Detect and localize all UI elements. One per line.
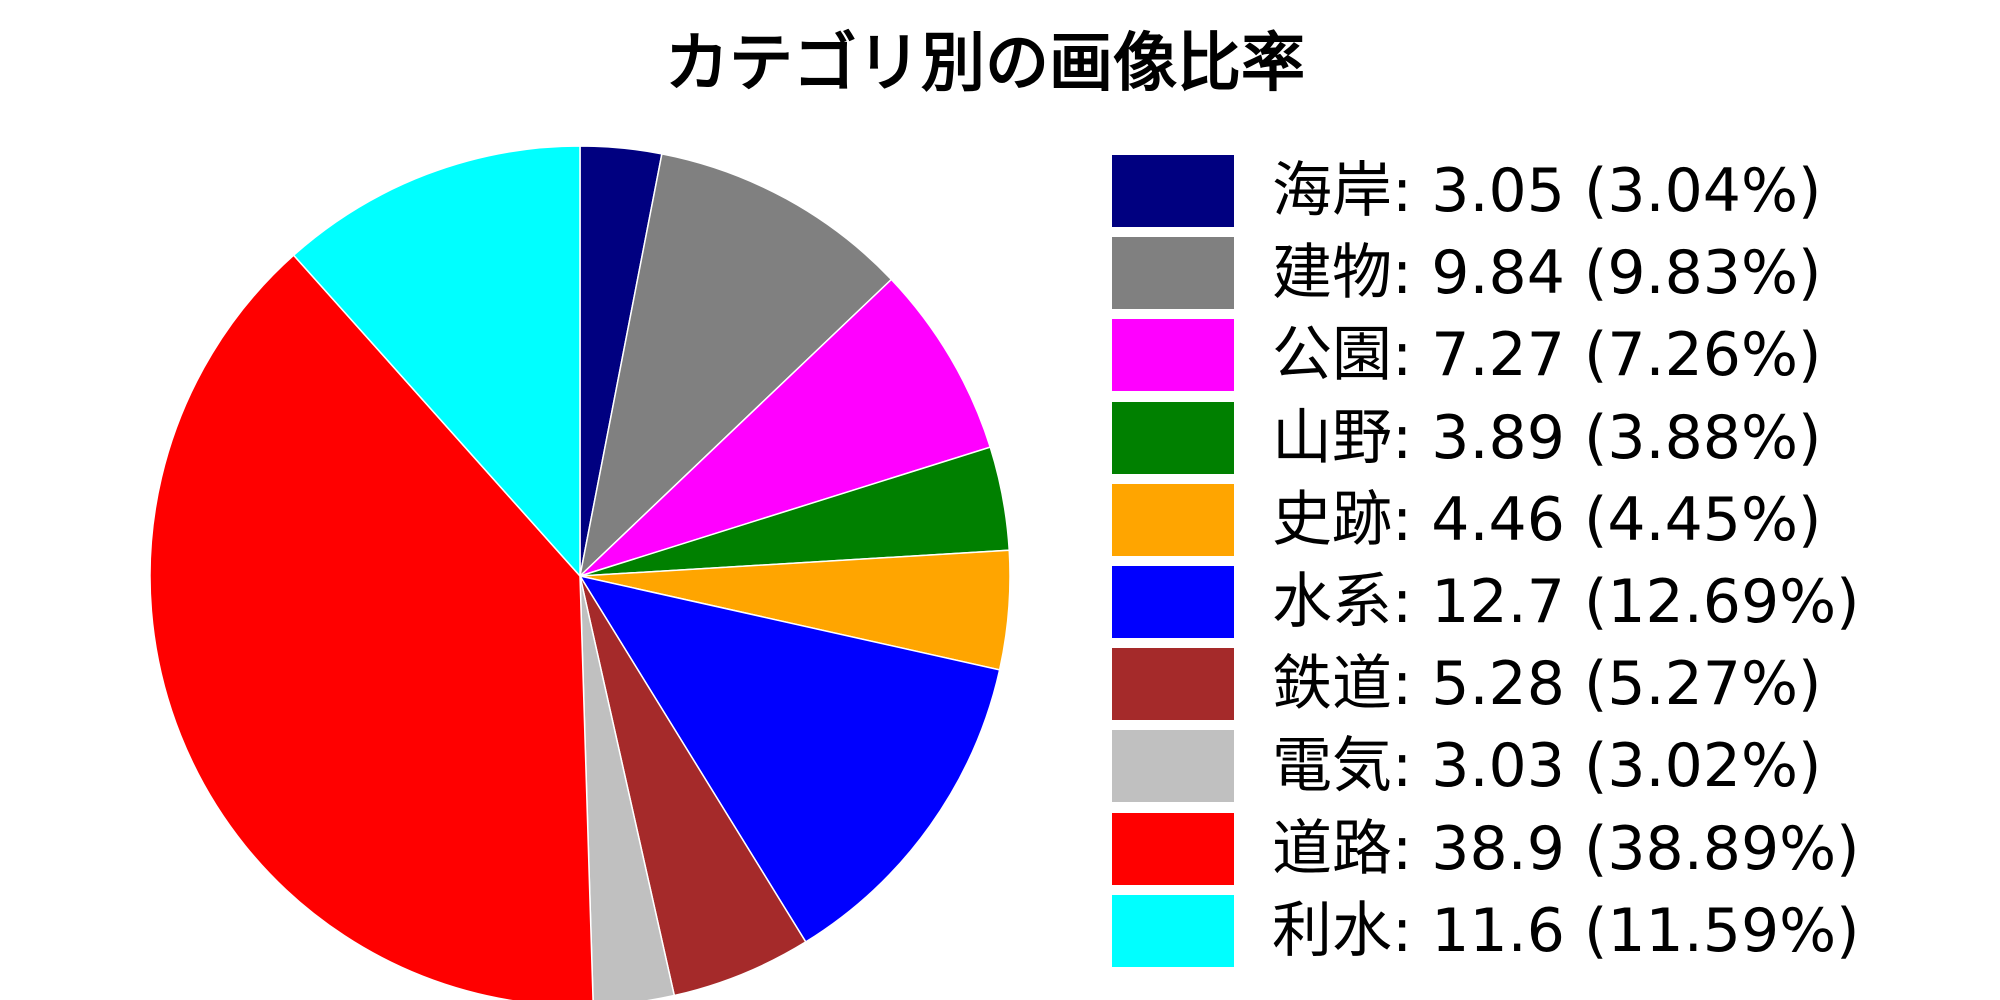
legend-item: 道路: 38.9 (38.89%): [1112, 808, 1860, 890]
legend-item: 史跡: 4.46 (4.45%): [1112, 479, 1860, 561]
legend-swatch: [1112, 155, 1234, 228]
pie-chart: [149, 145, 1011, 1000]
legend-label: 電気: 3.03 (3.02%): [1272, 731, 1822, 802]
legend-item: 鉄道: 5.28 (5.27%): [1112, 643, 1860, 725]
pie-slice-6: [578, 574, 1001, 943]
legend-item: 利水: 11.6 (11.59%): [1112, 890, 1860, 972]
legend-label: 史跡: 4.46 (4.45%): [1272, 484, 1822, 555]
pie-slice-3: [579, 278, 992, 577]
legend-label: 海岸: 3.05 (3.04%): [1272, 156, 1822, 227]
legend-item: 公園: 7.27 (7.26%): [1112, 314, 1860, 396]
legend-swatch: [1112, 483, 1234, 556]
pie-slice-10: [292, 145, 581, 578]
legend-swatch: [1112, 648, 1234, 721]
legend-label: 山野: 3.89 (3.88%): [1272, 402, 1822, 473]
legend-swatch: [1112, 894, 1234, 967]
legend-swatch: [1112, 401, 1234, 474]
legend-swatch: [1112, 812, 1234, 885]
legend-swatch: [1112, 237, 1234, 310]
pie-slices: [149, 145, 1011, 1000]
pie-slice-2: [578, 152, 893, 579]
legend: 海岸: 3.05 (3.04%) 建物: 9.84 (9.83%) 公園: 7.27…: [1112, 150, 1860, 972]
chart-title: カテゴリ別の画像比率: [665, 27, 1305, 101]
legend-item: 海岸: 3.05 (3.04%): [1112, 150, 1860, 232]
legend-swatch: [1112, 319, 1234, 392]
legend-label: 水系: 12.7 (12.69%): [1272, 567, 1860, 638]
legend-swatch: [1112, 730, 1234, 803]
pie-slice-9: [149, 254, 594, 1000]
legend-item: 電気: 3.03 (3.02%): [1112, 725, 1860, 807]
legend-label: 公園: 7.27 (7.26%): [1272, 320, 1822, 391]
legend-label: 利水: 11.6 (11.59%): [1272, 895, 1860, 966]
legend-item: 建物: 9.84 (9.83%): [1112, 232, 1860, 314]
pie-slice-8: [579, 575, 676, 1000]
pie-slice-7: [579, 575, 807, 997]
legend-item: 山野: 3.89 (3.88%): [1112, 397, 1860, 479]
legend-swatch: [1112, 566, 1234, 639]
legend-item: 水系: 12.7 (12.69%): [1112, 561, 1860, 643]
legend-label: 道路: 38.9 (38.89%): [1272, 813, 1860, 884]
legend-label: 鉄道: 5.28 (5.27%): [1272, 649, 1822, 720]
legend-label: 建物: 9.84 (9.83%): [1272, 238, 1822, 309]
